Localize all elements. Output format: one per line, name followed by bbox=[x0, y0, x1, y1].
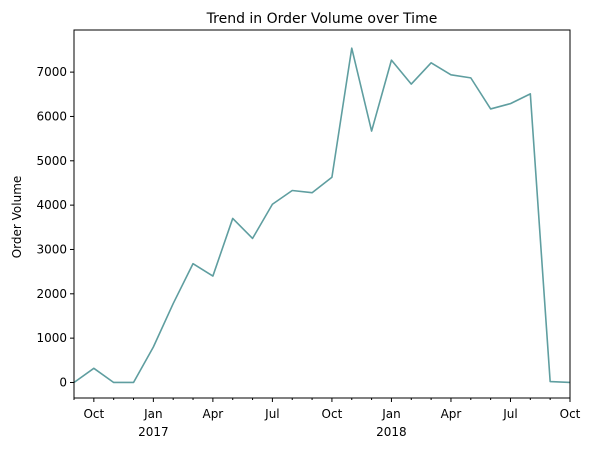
x-tick-year-label: 2018 bbox=[376, 425, 407, 439]
axes-frame bbox=[73, 29, 571, 399]
chart-title: Trend in Order Volume over Time bbox=[206, 11, 438, 27]
y-tick-label: 1000 bbox=[36, 331, 67, 345]
x-tick-label: Oct bbox=[83, 407, 104, 421]
x-tick-label: Jul bbox=[264, 407, 279, 421]
y-axis-label: Order Volume bbox=[10, 176, 24, 259]
x-tick-label: Apr bbox=[441, 407, 462, 421]
y-tick-label: 0 bbox=[59, 375, 67, 389]
y-tick-label: 4000 bbox=[36, 198, 67, 212]
plot-area: 0 1000 2000 3000 4000 5000 6000 7000 Oct Jan 2017 A… bbox=[36, 29, 581, 439]
y-tick-label: 6000 bbox=[36, 109, 67, 123]
x-tick-label: Oct bbox=[322, 407, 343, 421]
y-tick-label: 5000 bbox=[36, 154, 67, 168]
x-tick-label: Jan bbox=[381, 407, 401, 421]
x-tick-label: Oct bbox=[560, 407, 581, 421]
y-tick-label: 7000 bbox=[36, 65, 67, 79]
order-volume-line bbox=[73, 47, 571, 384]
x-tick-label: Apr bbox=[202, 407, 223, 421]
x-tick-year-label: 2017 bbox=[138, 425, 169, 439]
x-tick-label: Jul bbox=[502, 407, 517, 421]
y-tick-label: 3000 bbox=[36, 242, 67, 256]
y-tick-label: 2000 bbox=[36, 287, 67, 301]
x-tick-label: Jan bbox=[143, 407, 163, 421]
